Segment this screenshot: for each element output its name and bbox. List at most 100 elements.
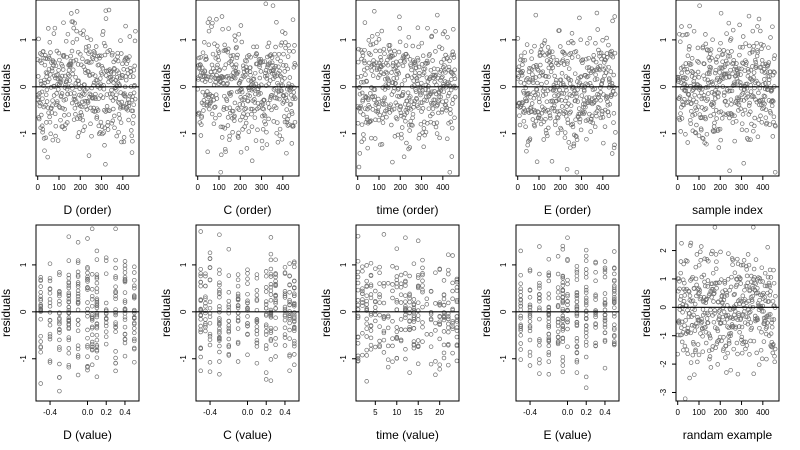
data-point — [264, 142, 270, 147]
data-point — [373, 318, 378, 324]
data-point — [405, 54, 410, 59]
data-point — [292, 264, 297, 270]
data-point — [417, 132, 422, 138]
data-point — [129, 150, 135, 155]
data-point — [282, 271, 288, 276]
data-point — [75, 300, 81, 305]
data-point — [122, 353, 128, 359]
data-point — [415, 55, 420, 61]
data-point — [574, 137, 580, 143]
data-point — [555, 109, 560, 114]
data-point — [65, 31, 71, 37]
data-point — [57, 289, 62, 295]
data-point — [687, 375, 692, 381]
data-point — [398, 272, 404, 278]
x-tick-label: 400 — [756, 183, 770, 192]
data-point — [772, 346, 778, 352]
data-point — [688, 240, 694, 246]
data-point — [228, 53, 234, 59]
data-point — [57, 105, 63, 111]
data-point — [66, 346, 72, 351]
data-point — [402, 112, 408, 118]
data-point — [437, 362, 442, 367]
data-point — [75, 355, 81, 360]
data-point — [744, 60, 749, 65]
data-point — [686, 47, 692, 52]
data-point — [583, 290, 589, 295]
data-point — [215, 62, 220, 68]
data-point — [415, 272, 421, 278]
data-point — [245, 267, 250, 272]
data-point — [709, 251, 714, 257]
data-point — [560, 354, 566, 360]
data-point — [594, 76, 600, 82]
data-point — [443, 103, 449, 108]
data-point — [268, 312, 274, 317]
data-point — [518, 341, 523, 346]
data-point — [699, 105, 705, 110]
data-point — [206, 74, 211, 80]
data-point — [377, 48, 383, 54]
data-point — [728, 333, 733, 339]
data-point — [547, 113, 553, 118]
data-point — [66, 364, 72, 370]
data-point — [399, 135, 404, 141]
data-point — [52, 111, 58, 117]
data-point — [266, 40, 272, 46]
data-point — [67, 63, 73, 69]
data-point — [225, 123, 231, 128]
data-point — [394, 75, 400, 81]
data-point — [368, 118, 374, 124]
data-point — [722, 64, 727, 70]
data-point — [122, 324, 128, 330]
data-point — [585, 41, 590, 46]
data-point — [282, 317, 288, 323]
data-point — [586, 55, 591, 61]
data-point — [609, 48, 614, 54]
data-point — [224, 98, 230, 103]
data-point — [246, 78, 251, 83]
data-point — [240, 102, 246, 107]
data-point — [525, 91, 531, 97]
data-point — [716, 109, 722, 115]
data-point — [234, 44, 239, 50]
data-point — [75, 346, 81, 352]
data-point — [71, 25, 76, 31]
data-point — [217, 232, 222, 237]
data-point — [737, 44, 743, 50]
x-axis-label: sample index — [692, 203, 763, 217]
data-point — [527, 304, 533, 310]
x-tick-label: 200 — [714, 408, 728, 417]
data-point — [117, 83, 123, 89]
data-point — [533, 75, 538, 80]
data-point — [292, 285, 297, 291]
data-point — [392, 85, 397, 90]
data-point — [99, 83, 104, 89]
data-point — [368, 323, 374, 328]
data-point — [126, 100, 132, 106]
data-point — [755, 285, 760, 291]
data-point — [612, 325, 617, 331]
data-point — [220, 80, 226, 86]
data-point — [355, 269, 361, 275]
data-point — [595, 105, 601, 110]
data-point — [47, 114, 52, 120]
data-point — [586, 65, 592, 70]
data-point — [57, 302, 62, 307]
data-point — [738, 281, 743, 286]
data-point — [446, 325, 451, 330]
data-point — [748, 109, 753, 115]
data-point — [38, 296, 43, 302]
data-point — [518, 289, 523, 294]
data-point — [399, 82, 405, 87]
data-point — [710, 37, 715, 42]
data-point — [560, 243, 566, 249]
y-tick-label: 1 — [179, 37, 188, 42]
data-point — [411, 101, 417, 107]
data-point — [83, 44, 89, 50]
data-point — [565, 258, 570, 263]
data-point — [608, 69, 613, 74]
data-point — [712, 311, 717, 316]
data-point — [258, 69, 264, 74]
